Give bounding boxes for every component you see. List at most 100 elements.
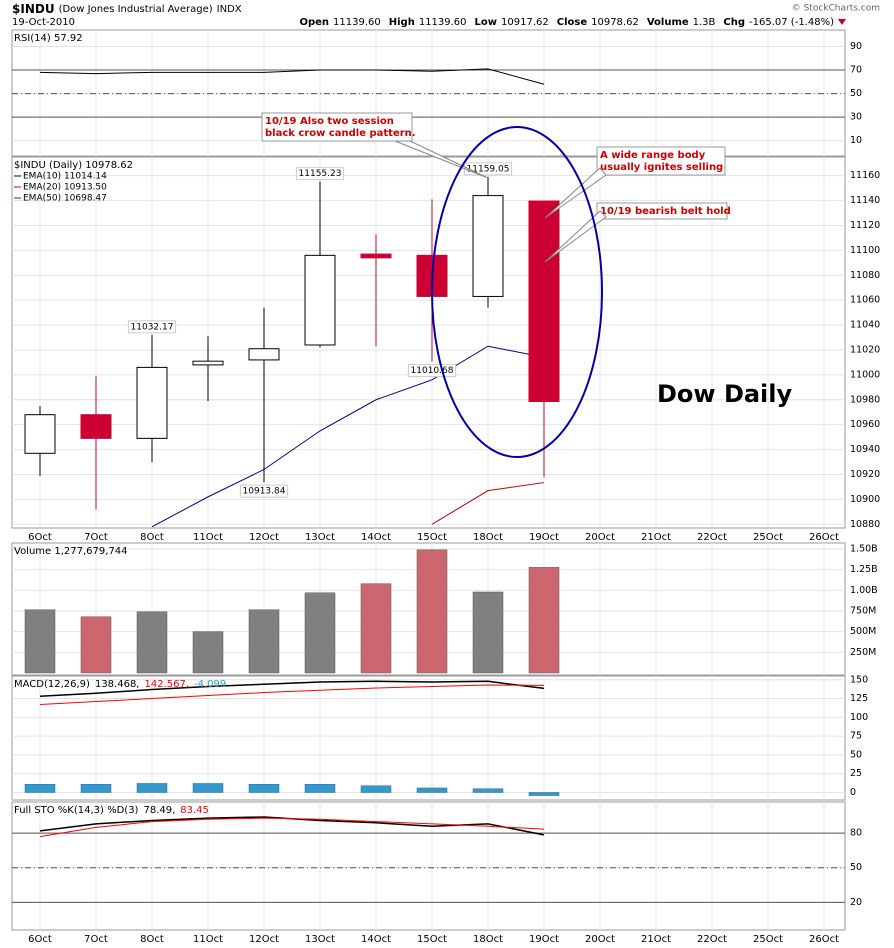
volume-bar xyxy=(360,583,392,674)
y-tick-label: 25 xyxy=(850,768,862,779)
panel: 10 30 50 70 90 RSI(14) 57.92 xyxy=(11,29,862,157)
x-tick-label: 22Oct xyxy=(697,532,727,543)
y-tick-label: 11080 xyxy=(850,270,880,281)
highlight-ellipse xyxy=(431,126,603,458)
x-tick-label: 13Oct xyxy=(305,532,335,543)
x-tick-label: 11Oct xyxy=(193,532,223,543)
stat-value: 11139.60 xyxy=(333,17,381,28)
volume-bar xyxy=(248,609,280,674)
price-label: 11159.05 xyxy=(467,164,510,174)
callout-pointer xyxy=(394,140,489,179)
y-tick-label: 11020 xyxy=(850,344,880,355)
panel: 250M 500M 750M 1.00B 1.25B 1.50B Volume 1,277,… xyxy=(11,542,878,676)
y-tick-label: 1.25B xyxy=(850,564,878,575)
y-tick-label: 150 xyxy=(850,674,868,685)
histogram-bar xyxy=(304,783,336,793)
stat-label: Open xyxy=(299,17,329,28)
annotation-text: usually ignites selling xyxy=(600,162,723,173)
candle-body xyxy=(248,348,280,361)
x-tick-label: 6Oct xyxy=(28,532,52,543)
y-tick-label: 125 xyxy=(850,693,868,704)
candle-body xyxy=(80,414,112,439)
stat-label: Close xyxy=(557,17,588,28)
x-tick-label: 14Oct xyxy=(361,532,391,543)
y-tick-label: 250M xyxy=(850,647,876,658)
legend-entry: 138.468, xyxy=(95,679,140,690)
y-tick-label: 10980 xyxy=(850,394,880,405)
x-tick-label: 7Oct xyxy=(84,532,108,543)
y-tick-label: 10880 xyxy=(850,519,880,530)
candle-body xyxy=(24,414,56,454)
annotation-box xyxy=(596,146,726,176)
volume-bar xyxy=(24,609,56,674)
y-tick-label: 100 xyxy=(850,712,868,723)
x-tick-label: 8Oct xyxy=(140,934,164,945)
callout-pointer xyxy=(544,210,607,263)
panel-title: Volume 1,277,679,744 xyxy=(14,546,128,557)
panel-title: $INDU (Daily) 10978.62 xyxy=(14,160,133,171)
series-line xyxy=(39,680,545,698)
panel-frame xyxy=(11,675,846,801)
candle-body xyxy=(304,254,336,346)
x-tick-label: 14Oct xyxy=(361,934,391,945)
title-text: MACD(12,26,9) xyxy=(14,679,90,690)
candle-body xyxy=(360,253,392,259)
annotation-box xyxy=(596,202,728,220)
x-tick-label: 26Oct xyxy=(809,532,839,543)
stat-label: Volume xyxy=(647,17,689,28)
annotation-text: 10/19 bearish belt hold xyxy=(600,206,731,217)
stat-value: -165.07 (-1.48%) xyxy=(749,17,834,28)
x-tick-label: 26Oct xyxy=(809,934,839,945)
title-text: Volume 1,277,679,744 xyxy=(14,546,128,557)
x-tick-label: 20Oct xyxy=(585,532,615,543)
panel: 10880 10900 10920 10940 10960 10980 11000 11020… xyxy=(11,112,880,530)
y-tick-label: 11100 xyxy=(850,245,880,256)
x-tick-label: 13Oct xyxy=(305,934,335,945)
x-tick-label: 15Oct xyxy=(417,532,447,543)
volume-bar xyxy=(416,549,448,674)
x-tick-label: 21Oct xyxy=(641,532,671,543)
legend-entry: EMA(20) 10913.50 xyxy=(23,183,107,193)
y-tick-label: 10 xyxy=(850,135,862,146)
panel-frame xyxy=(11,29,846,157)
exchange: INDX xyxy=(217,4,242,15)
title-text: $INDU (Daily) 10978.62 xyxy=(14,160,133,171)
stat-label: Low xyxy=(475,17,497,28)
candle-body xyxy=(192,360,224,366)
y-tick-label: 11120 xyxy=(850,220,880,231)
panel-title: RSI(14) 57.92 xyxy=(14,33,83,44)
change-arrow xyxy=(838,19,846,25)
y-tick-label: 10900 xyxy=(850,494,880,505)
y-tick-label: 50 xyxy=(850,88,862,99)
y-tick-label: 20 xyxy=(850,897,862,908)
y-tick-label: 750M xyxy=(850,605,876,616)
annotation-text: black crow candle pattern. xyxy=(265,128,416,139)
annotation-text: A wide range body xyxy=(600,150,706,161)
y-tick-label: 0 xyxy=(850,787,856,798)
y-tick-label: 50 xyxy=(850,862,862,873)
price-label: 11155.23 xyxy=(299,169,342,179)
x-tick-label: 12Oct xyxy=(249,934,279,945)
y-tick-label: 90 xyxy=(850,41,862,52)
volume-bar xyxy=(136,611,168,674)
y-tick-label: 1.00B xyxy=(850,585,878,596)
panel-title: Full STO %K(14,3) %D(3) 78.49, 83.45 xyxy=(14,805,209,816)
x-tick-label: 25Oct xyxy=(753,934,783,945)
y-tick-label: 10920 xyxy=(850,469,880,480)
series-line xyxy=(431,482,545,525)
histogram-bar xyxy=(472,788,504,793)
series-line xyxy=(39,684,545,706)
x-tick-label: 21Oct xyxy=(641,934,671,945)
candle-body xyxy=(472,195,504,297)
price-label: 10913.84 xyxy=(243,487,286,497)
candle-body xyxy=(528,200,560,402)
y-tick-label: 80 xyxy=(850,828,862,839)
x-tick-label: 11Oct xyxy=(193,934,223,945)
x-tick-label: 19Oct xyxy=(529,934,559,945)
header-title: $INDU (Dow Jones Industrial Average) INDX xyxy=(12,2,242,16)
legend-entry: 142.567, xyxy=(144,679,189,690)
x-tick-label: 15Oct xyxy=(417,934,447,945)
y-tick-label: 500M xyxy=(850,626,876,637)
